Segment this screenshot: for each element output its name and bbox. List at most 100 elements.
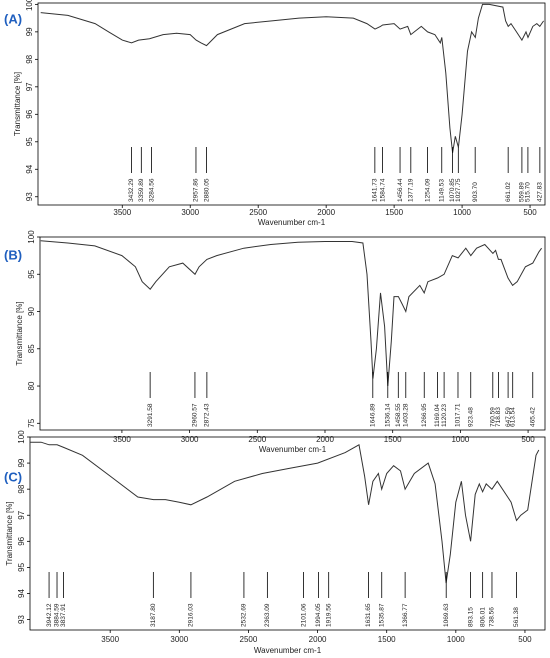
y-tick-label: 98 [25,54,34,63]
peak-label: 2532.69 [241,603,248,627]
spectrum-line [30,441,540,584]
peak-label: 559.89 [519,182,526,202]
y-tick-label: 75 [27,418,36,427]
panel-label: (C) [4,469,22,484]
y-tick-label: 95 [25,137,34,146]
peak-label: 2957.86 [193,178,200,202]
y-tick-label: 99 [25,27,34,36]
peak-label: 1027.75 [455,178,462,202]
y-tick-label: 96 [17,536,26,545]
peak-label: 1584.74 [379,178,386,202]
spectrum-line [40,3,545,153]
y-tick-label: 94 [17,588,26,597]
y-tick-label: 80 [27,381,36,390]
x-tick-label: 500 [523,208,537,217]
x-tick-label: 1500 [385,208,403,217]
y-tick-label: 90 [27,307,36,316]
peak-label: 1069.63 [443,603,450,627]
x-tick-label: 3000 [181,208,199,217]
peak-label: 661.02 [505,182,512,202]
peak-label: 1017.71 [455,403,462,427]
y-axis-title: Transmittance [%] [15,301,24,365]
x-tick-label: 2000 [309,635,327,644]
y-tick-label: 85 [27,344,36,353]
peak-label: 3187.80 [150,603,157,627]
peak-label: 1266.95 [421,403,428,427]
y-tick-label: 99 [17,458,26,467]
peak-label: 806.01 [479,607,486,627]
y-tick-label: 98 [17,484,26,493]
peak-label: 2916.03 [188,603,195,627]
y-tick-label: 96 [25,109,34,118]
x-tick-label: 2500 [248,435,266,444]
x-tick-label: 3500 [113,435,131,444]
y-tick-label: 97 [17,510,26,519]
x-tick-label: 2500 [240,635,258,644]
spectrum-line [40,240,543,387]
x-tick-label: 2000 [316,435,334,444]
x-tick-label: 1000 [453,208,471,217]
peak-label: 1458.55 [395,403,402,427]
x-tick-label: 1500 [384,435,402,444]
peak-label: 1641.73 [372,178,379,202]
peak-label: 3432.29 [128,178,135,202]
x-tick-label: 3000 [170,635,188,644]
peak-label: 1646.89 [370,403,377,427]
x-tick-label: 500 [518,635,532,644]
peak-label: 3284.56 [148,178,155,202]
peak-label: 1120.23 [441,404,448,427]
x-tick-label: 500 [521,435,535,444]
peak-label: 1070.85 [449,178,456,202]
peak-label: 1631.65 [365,603,372,627]
x-tick-label: 1500 [378,635,396,644]
peak-label: 1535.87 [378,603,385,627]
peak-label: 3884.59 [54,603,61,627]
x-tick-label: 3500 [101,635,119,644]
peak-label: 3359.89 [138,178,145,202]
x-tick-label: 2500 [249,208,267,217]
y-tick-label: 100 [25,0,34,11]
panel-label: (A) [4,11,22,26]
peak-label: 2872.43 [204,403,211,427]
peak-label: 3291.58 [147,403,154,427]
peak-label: 647.59 [505,407,512,427]
peak-label: 893.15 [467,607,474,627]
y-tick-label: 100 [17,430,26,444]
peak-label: 2363.09 [264,603,271,627]
peak-label: 1366.77 [402,603,409,627]
x-axis-title: Wavenumber cm-1 [258,218,326,227]
y-tick-label: 100 [27,230,36,244]
x-tick-label: 3000 [181,435,199,444]
peak-label: 515.70 [525,182,532,202]
y-axis-title: Transmittance [%] [5,501,14,565]
peak-label: 1994.05 [315,603,322,627]
peak-label: 1919.56 [325,603,332,627]
x-axis-title: Wavenumber cm-1 [259,445,327,454]
y-tick-label: 95 [27,269,36,278]
peak-label: 760.59 [490,407,497,427]
plot-frame [37,2,546,206]
y-tick-label: 95 [17,562,26,571]
plot-frame [39,236,546,431]
y-tick-label: 93 [25,192,34,201]
peak-label: 1536.14 [385,403,392,427]
peak-label: 1169.04 [434,404,441,427]
plot-frame [29,436,546,631]
x-tick-label: 2000 [317,208,335,217]
peak-label: 1149.53 [438,179,445,202]
peak-label: 2101.06 [300,603,307,627]
peak-label: 1456.44 [397,178,404,202]
peak-label: 427.83 [537,182,544,202]
peak-label: 2960.57 [192,403,199,427]
peak-label: 465.42 [529,407,536,427]
y-tick-label: 94 [25,164,34,173]
peak-label: 561.38 [513,607,520,627]
peak-label: 1377.19 [408,178,415,202]
peak-label: 613.54 [509,407,516,427]
peak-label: 2880.05 [203,178,210,202]
peak-label: 3837.91 [60,603,67,627]
y-tick-label: 97 [25,82,34,91]
peak-label: 718.83 [495,407,502,427]
